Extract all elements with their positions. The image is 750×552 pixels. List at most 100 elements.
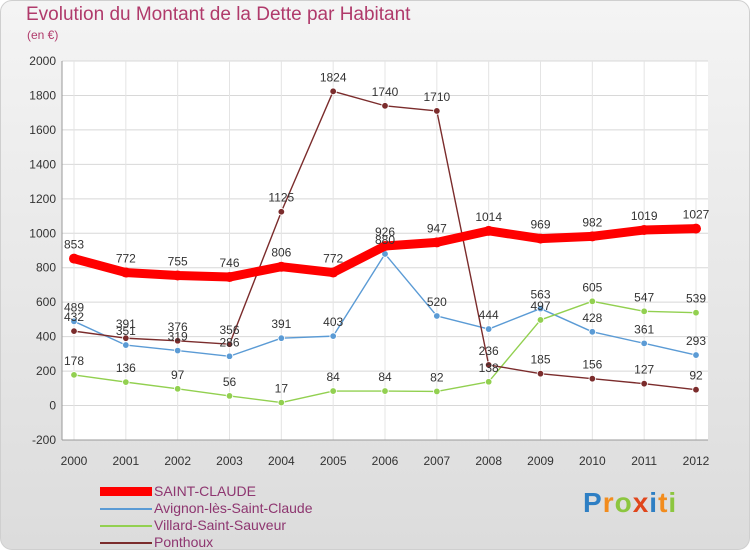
y-tick-label: 2000 [29, 54, 56, 68]
data-label: 982 [582, 215, 602, 229]
y-tick-label: 1600 [29, 123, 56, 137]
x-tick-label: 2000 [61, 454, 88, 468]
data-point [172, 270, 183, 281]
data-label: 319 [168, 330, 188, 344]
data-point [70, 371, 78, 379]
logo-letter: r [602, 487, 615, 518]
data-point [277, 334, 286, 342]
data-label: 489 [64, 300, 84, 314]
data-point [640, 339, 648, 348]
data-label: 403 [323, 315, 343, 329]
data-label: 361 [634, 322, 654, 336]
data-label: 563 [530, 288, 550, 302]
data-point [431, 237, 442, 248]
data-label: 772 [116, 252, 136, 266]
legend-label: SAINT-CLAUDE [154, 483, 256, 499]
data-point [122, 341, 130, 349]
data-label: 520 [427, 295, 447, 309]
data-label: 293 [686, 334, 706, 348]
data-point [69, 253, 79, 264]
data-point [433, 107, 441, 115]
data-point [433, 387, 441, 396]
data-point [692, 385, 700, 394]
data-label: 1014 [475, 210, 502, 224]
data-point [535, 233, 546, 244]
data-point [120, 267, 131, 278]
data-point [329, 387, 337, 395]
y-tick-label: 800 [36, 261, 56, 275]
y-tick-label: 0 [49, 399, 56, 413]
data-label: 1824 [320, 70, 347, 84]
logo-letter: P [583, 487, 603, 518]
data-point [329, 332, 337, 340]
data-label: 1027 [683, 208, 710, 222]
x-tick-label: 2007 [423, 454, 450, 468]
data-label: 286 [219, 335, 239, 349]
logo-letter: t [658, 487, 669, 518]
data-label: 432 [64, 310, 84, 324]
data-point [691, 223, 701, 234]
data-label: 376 [168, 320, 188, 334]
data-label: 185 [530, 353, 550, 367]
data-point [329, 87, 337, 96]
data-label: 178 [64, 354, 84, 368]
x-tick-label: 2002 [164, 454, 191, 468]
data-point [536, 304, 545, 313]
x-tick-label: 2010 [579, 454, 606, 468]
data-point [277, 208, 286, 216]
x-tick-label: 2003 [216, 454, 243, 468]
legend-label: Villard-Saint-Sauveur [154, 517, 287, 533]
legend-label: Ponthoux [154, 534, 214, 550]
data-point [381, 387, 389, 395]
data-label: 806 [271, 246, 291, 260]
x-tick-label: 2009 [527, 454, 554, 468]
data-label: 236 [479, 344, 499, 358]
data-point [692, 308, 700, 317]
data-label: 156 [582, 358, 602, 372]
data-label: 547 [634, 290, 654, 304]
data-point [122, 334, 130, 342]
data-label: 1125 [268, 191, 294, 205]
data-label: 82 [430, 370, 444, 384]
data-point [639, 224, 650, 235]
data-point [173, 337, 182, 345]
data-point [484, 325, 493, 333]
legend-label: Avignon-lès-Saint-Claude [154, 500, 313, 516]
data-label: 947 [427, 221, 447, 235]
logo-letter: o [614, 487, 633, 518]
data-point [536, 316, 545, 324]
data-point [587, 231, 598, 242]
data-label: 772 [323, 252, 343, 266]
data-point [173, 346, 182, 355]
data-label: 391 [116, 317, 136, 331]
y-tick-label: 1200 [29, 192, 56, 206]
data-point [588, 374, 597, 383]
data-label: 926 [375, 225, 395, 239]
y-tick-label: -200 [32, 433, 56, 447]
data-point [380, 241, 390, 252]
data-point [173, 385, 182, 393]
data-point [640, 379, 648, 388]
data-point [588, 297, 597, 306]
data-point [483, 225, 494, 236]
x-tick-label: 2005 [320, 454, 347, 468]
legend-swatch [100, 525, 152, 527]
y-tick-label: 1400 [29, 157, 56, 171]
chart-subtitle: (en €) [27, 28, 59, 42]
data-label: 497 [530, 299, 550, 313]
data-label: 92 [689, 369, 703, 383]
y-tick-label: 200 [36, 364, 56, 378]
data-label: 1710 [423, 90, 450, 104]
y-tick-label: 1800 [29, 88, 56, 102]
data-point [588, 328, 597, 336]
data-label: 605 [582, 280, 602, 294]
data-point [277, 398, 286, 407]
legend-swatch [100, 542, 152, 544]
data-point [70, 327, 78, 335]
data-label: 1019 [631, 209, 658, 223]
data-point [328, 267, 339, 278]
x-tick-label: 2011 [631, 454, 657, 468]
data-label: 351 [116, 324, 136, 338]
data-point [640, 307, 648, 316]
y-tick-label: 1000 [29, 226, 56, 240]
